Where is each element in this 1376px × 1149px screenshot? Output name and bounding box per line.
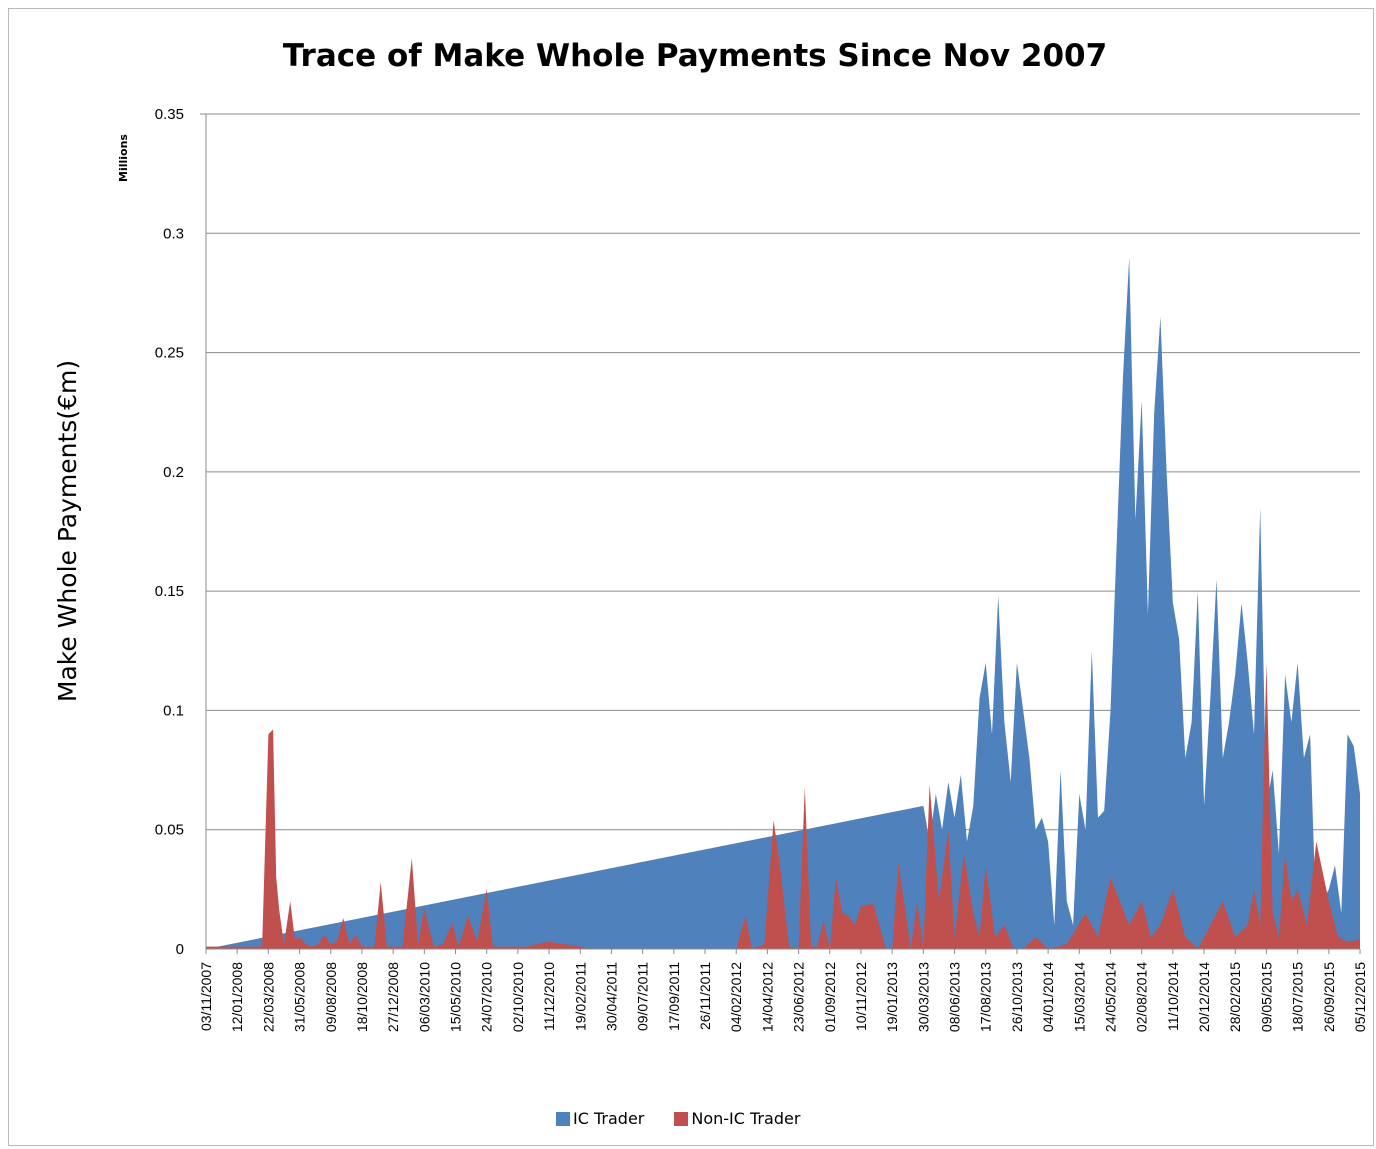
legend: IC Trader Non-IC Trader	[556, 1109, 830, 1128]
x-tick-label: 04/02/2012	[728, 962, 744, 1032]
y-tick-label: 0.25	[155, 345, 184, 362]
x-tick-label: 17/09/2011	[666, 962, 682, 1031]
y-tick-label: 0.3	[163, 225, 184, 242]
x-tick-labels: 03/11/2007 12/01/2008 22/03/2008 31/05/2008…	[198, 949, 1368, 1032]
x-tick-label: 18/10/2008	[354, 962, 370, 1032]
x-tick-label: 05/12/2015	[1352, 962, 1368, 1032]
x-tick-label: 11/10/2014	[1165, 962, 1181, 1031]
y-units-label: Millions	[117, 134, 130, 182]
y-tick-label: 0.15	[155, 583, 184, 600]
x-tick-label: 19/01/2013	[884, 962, 900, 1032]
x-tick-label: 30/04/2011	[603, 962, 619, 1031]
legend-swatch-ic	[556, 1111, 570, 1126]
x-tick-label: 04/01/2014	[1040, 962, 1056, 1032]
y-tick-label: 0.35	[155, 106, 184, 123]
legend-item-ic: IC Trader	[556, 1109, 644, 1128]
x-tick-label: 06/03/2010	[416, 962, 432, 1032]
x-tick-label: 27/12/2008	[385, 962, 401, 1032]
x-tick-label: 03/11/2007	[198, 962, 214, 1031]
x-tick-label: 23/06/2012	[791, 962, 807, 1032]
x-tick-label: 10/11/2012	[853, 962, 869, 1031]
x-tick-label: 19/02/2011	[572, 962, 588, 1031]
axes	[200, 113, 1360, 950]
y-tick-label: 0	[176, 941, 184, 958]
ic-trader-area	[206, 257, 1360, 950]
x-tick-label: 12/01/2008	[229, 962, 245, 1032]
x-tick-label: 24/05/2014	[1102, 962, 1118, 1032]
x-tick-label: 20/12/2014	[1196, 962, 1212, 1032]
x-tick-label: 08/06/2013	[947, 962, 963, 1032]
x-tick-label: 17/08/2013	[978, 962, 994, 1032]
x-tick-label: 14/04/2012	[759, 962, 775, 1032]
x-tick-label: 02/10/2010	[510, 962, 526, 1032]
x-tick-label: 11/12/2010	[541, 962, 557, 1031]
x-tick-label: 09/07/2011	[635, 962, 651, 1031]
x-tick-label: 24/07/2010	[479, 962, 495, 1032]
y-tick-labels: 0 0.05 0.1 0.15 0.2 0.25 0.3 0.35	[155, 106, 184, 958]
x-tick-label: 09/05/2015	[1258, 962, 1274, 1032]
x-tick-label: 22/03/2008	[260, 962, 276, 1032]
y-tick-label: 0.05	[155, 822, 184, 839]
chart-title: Trace of Make Whole Payments Since Nov 2…	[282, 38, 1108, 74]
y-tick-label: 0.2	[163, 464, 184, 481]
x-tick-label: 26/10/2013	[1009, 962, 1025, 1032]
x-tick-label: 31/05/2008	[292, 962, 308, 1032]
x-tick-label: 15/03/2014	[1071, 962, 1087, 1032]
legend-label-nonic: Non-IC Trader	[691, 1109, 801, 1128]
x-tick-label: 30/03/2013	[915, 962, 931, 1032]
x-tick-label: 09/08/2008	[323, 962, 339, 1032]
gridlines	[206, 113, 1360, 831]
y-tick-label: 0.1	[163, 702, 184, 719]
x-tick-label: 26/09/2015	[1321, 962, 1337, 1032]
x-tick-label: 01/09/2012	[822, 962, 838, 1032]
x-tick-label: 26/11/2011	[697, 962, 713, 1030]
x-tick-label: 02/08/2014	[1134, 962, 1150, 1032]
y-axis-label: Make Whole Payments(€m)	[53, 360, 82, 702]
legend-swatch-nonic	[674, 1111, 689, 1126]
x-tick-label: 18/07/2015	[1290, 962, 1306, 1032]
x-tick-label: 28/02/2015	[1227, 962, 1243, 1032]
x-tick-label: 15/05/2010	[448, 962, 464, 1032]
legend-label-ic: IC Trader	[573, 1109, 645, 1128]
chart-areas	[206, 257, 1360, 950]
legend-item-nonic: Non-IC Trader	[674, 1109, 800, 1128]
